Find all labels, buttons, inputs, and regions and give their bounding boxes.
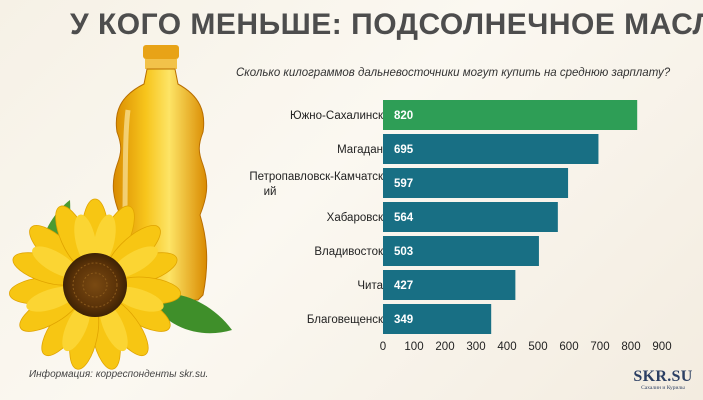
bar-2 (383, 168, 569, 198)
x-tick-label: 300 (466, 341, 485, 353)
x-tick-label: 900 (652, 341, 671, 353)
category-label: Владивосток (314, 246, 384, 258)
bar-3 (383, 202, 558, 232)
bar-value-label: 427 (394, 280, 413, 292)
x-tick-label: 600 (559, 341, 578, 353)
leaf (150, 294, 232, 334)
brand-logo: SKR.SU Сахалин и Курилы (630, 368, 696, 392)
x-tick-label: 800 (621, 341, 640, 353)
page-title: У КОГО МЕНЬШЕ: ПОДСОЛНЕЧНОЕ МАСЛО (70, 8, 703, 41)
bar-value-label: 820 (394, 110, 413, 122)
x-tick-label: 400 (497, 341, 516, 353)
bar-value-label: 597 (394, 178, 413, 190)
bar-4 (383, 236, 539, 266)
bar-6 (383, 304, 492, 334)
category-label: Магадан (337, 144, 383, 156)
brand-name: SKR.SU (633, 368, 693, 385)
brand-tagline: Сахалин и Курилы (641, 385, 685, 391)
source-note: Информация: корреспонденты skr.su. (29, 369, 209, 380)
bar-value-label: 349 (394, 314, 413, 326)
sunflower (9, 198, 181, 370)
category-label: Петропавловск-Камчатск ий (249, 171, 384, 198)
bar-1 (383, 134, 599, 164)
bar-value-label: 564 (394, 212, 414, 224)
x-tick-label: 700 (590, 341, 609, 353)
bottle-cap (143, 45, 179, 59)
category-label: Южно-Сахалинск (290, 110, 384, 122)
chart-subtitle: Сколько килограммов дальневосточники мог… (236, 67, 671, 79)
category-label: Хабаровск (327, 212, 384, 224)
x-tick-label: 200 (435, 341, 454, 353)
x-tick-label: 500 (528, 341, 547, 353)
bar-5 (383, 270, 516, 300)
category-label: Благовещенск (307, 314, 384, 326)
bar-value-label: 695 (394, 144, 414, 156)
bar-0 (383, 100, 638, 130)
bar-value-label: 503 (394, 246, 413, 258)
x-tick-label: 100 (404, 341, 423, 353)
category-label: Чита (357, 280, 383, 292)
x-tick-label: 0 (380, 341, 386, 353)
